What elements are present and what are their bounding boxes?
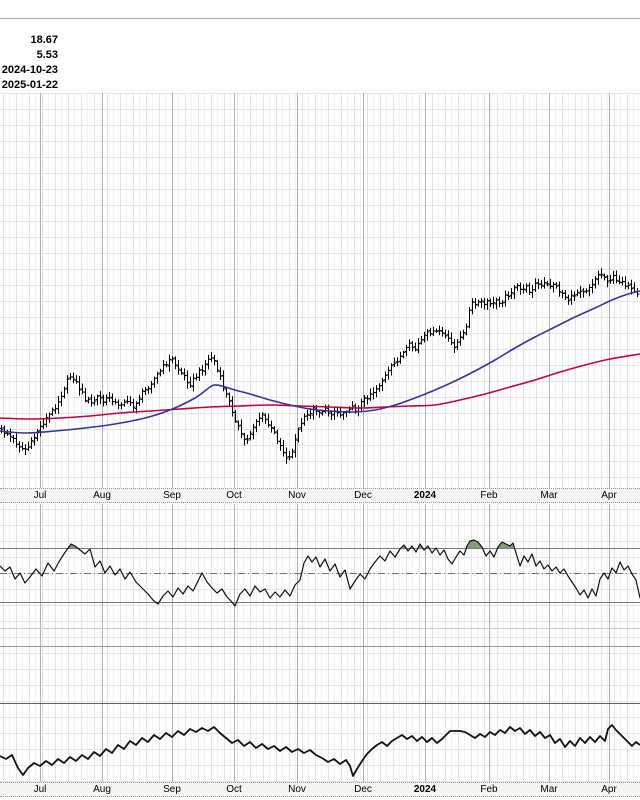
info-value-high: 18.67 — [30, 34, 58, 46]
x-axis-label: 2024 — [413, 784, 437, 795]
x-axis-label: Oct — [226, 784, 242, 795]
lower-indicator-panel — [0, 724, 640, 777]
info-value-low: 5.53 — [36, 49, 58, 61]
x-axis-label: Aug — [93, 784, 111, 795]
x-axis-label: Dec — [354, 784, 372, 795]
x-axis-label: Sep — [163, 784, 181, 795]
x-axis-label: Aug — [93, 490, 111, 501]
x-axis-label: 2024 — [413, 490, 437, 501]
oscillator-overbought-fill — [0, 540, 640, 549]
x-axis-label: Mar — [540, 490, 558, 501]
x-axis-label: Feb — [480, 784, 498, 795]
x-axis-label: Dec — [354, 490, 372, 501]
oscillator-line — [0, 539, 640, 607]
x-axis-label: Jul — [33, 784, 47, 795]
header-divider — [0, 18, 640, 19]
x-axis-label: Sep — [163, 490, 181, 501]
ma-slow-red-line — [0, 353, 640, 420]
x-axis-label: Feb — [480, 490, 498, 501]
grid-lines — [0, 93, 640, 782]
info-date-end: 2025-01-22 — [1, 79, 58, 91]
moving-averages — [0, 290, 640, 434]
price-ohlc-bars — [0, 268, 640, 464]
oscillator-panel — [0, 539, 640, 607]
x-axis-label: Oct — [226, 490, 242, 501]
ma-fast-blue-line — [0, 290, 640, 434]
x-axis-label: Mar — [540, 784, 558, 795]
x-axis-label: Nov — [288, 490, 306, 501]
x-axis-label: Nov — [288, 784, 306, 795]
lower-indicator-line — [0, 724, 640, 777]
info-readout: 18.67 5.53 2024-10-23 2025-01-22 — [2, 33, 58, 93]
panel-separators — [0, 628, 640, 704]
info-date-start: 2024-10-23 — [1, 64, 58, 76]
x-axis-strip-main: Jul Aug Sep Oct Nov Dec 2024 Feb Mar Apr — [0, 488, 640, 503]
x-axis-label: Jul — [33, 490, 47, 501]
x-axis-strip-lower: Jul Aug Sep Oct Nov Dec 2024 Feb Mar Apr — [0, 782, 640, 797]
x-axis-label: Apr — [601, 784, 617, 795]
x-axis-label: Apr — [601, 490, 617, 501]
